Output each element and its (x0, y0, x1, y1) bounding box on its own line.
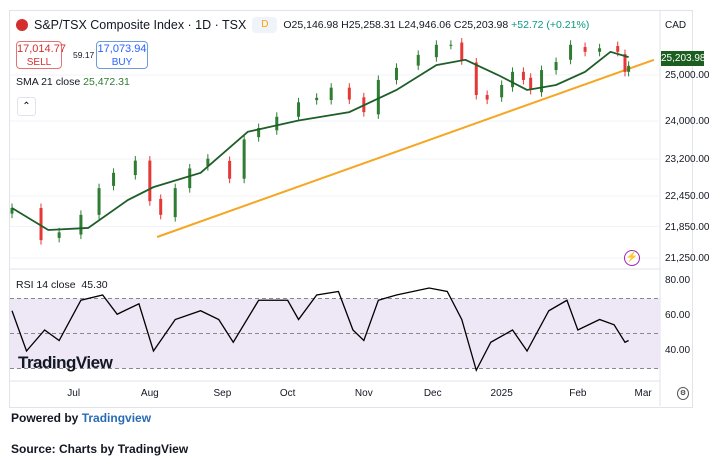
candle-body (569, 44, 573, 60)
sell-price: 17,014.77 (17, 43, 66, 55)
rsi-legend[interactable]: RSI 14 close 45.30 (16, 279, 108, 291)
candle-body (376, 79, 380, 115)
price-tick-label: 21,250.00 (665, 252, 710, 264)
candle-body (228, 160, 232, 179)
candle-body (511, 71, 515, 88)
interval-badge[interactable]: D (252, 17, 278, 33)
candle-body (79, 214, 83, 235)
sell-label: SELL (26, 57, 52, 68)
price-tick-label: 25,000.00 (665, 70, 710, 81)
currency-label[interactable]: CAD (665, 20, 687, 31)
low-value: L24,946.06 (398, 19, 451, 31)
sma-label: SMA 21 close (16, 76, 81, 88)
source-note: Source: Charts by TradingView (11, 442, 189, 456)
time-axis-label: Jul (67, 388, 81, 399)
sma-line (11, 50, 629, 231)
candle-body (275, 116, 279, 131)
rsi-label: RSI 14 close (16, 279, 76, 291)
candle-body (434, 44, 438, 58)
trendline (156, 58, 655, 238)
time-axis-label: Mar (634, 388, 652, 399)
rsi-value: 45.30 (81, 279, 108, 291)
price-tick-label: 23,200.00 (665, 154, 710, 166)
candle-body (57, 232, 61, 238)
time-axis-label: Sep (213, 388, 232, 399)
chart-frame (9, 10, 693, 408)
candle-body (394, 67, 398, 80)
tradingview-logo: TradingView (18, 353, 113, 372)
candle-body (598, 48, 602, 52)
rsi-tick-label: 60.00 (665, 310, 691, 321)
close-value: C25,203.98 (453, 19, 509, 31)
rsi-tick-label: 80.00 (665, 275, 691, 286)
buy-label: BUY (111, 57, 133, 68)
chart-header: S&P/TSX Composite Index · 1D · TSX D O25… (16, 17, 589, 33)
time-axis-label: Nov (354, 388, 373, 399)
time-axis-label: Feb (569, 388, 587, 399)
candle-body (474, 62, 478, 95)
candle-body (206, 158, 210, 167)
price-tick-label: 22,450.00 (665, 191, 710, 203)
sma-value: 25,472.31 (83, 76, 130, 88)
change-value: +52.72 (+0.21%) (511, 19, 590, 31)
candle-body (347, 87, 351, 100)
time-axis-label: 2025 (490, 388, 513, 399)
ohlc-readout: O25,146.98 H25,258.31 L24,946.06 C25,203… (283, 19, 589, 31)
candle-body (188, 168, 192, 189)
candle-body (97, 188, 101, 215)
candle-body (583, 47, 587, 52)
candle-body (540, 70, 544, 93)
high-value: H25,258.31 (341, 19, 396, 31)
lightning-icon[interactable]: ⚡ (624, 250, 640, 266)
time-axis-label: Oct (279, 388, 296, 399)
index-logo-icon (16, 19, 28, 31)
settings-icon[interactable]: ⚙ (677, 387, 689, 400)
candle-body (10, 207, 14, 214)
candle-body (623, 54, 627, 72)
time-axis-label: Dec (423, 388, 442, 399)
symbol-title[interactable]: S&P/TSX Composite Index · 1D · TSX (34, 18, 247, 32)
sma-legend[interactable]: SMA 21 close 25,472.31 (16, 76, 130, 88)
candle-body (529, 77, 533, 90)
tradingview-link[interactable]: Tradingview (81, 411, 152, 425)
candle-body (133, 160, 137, 176)
candle-body (159, 198, 163, 215)
last-price-tag: 25,203.98 (661, 51, 706, 66)
open-value: O25,146.98 (283, 19, 339, 31)
collapse-legend-button[interactable]: ⌃ (17, 97, 36, 116)
spread-value: 59.17 (73, 50, 95, 60)
price-tick-label: 21,850.00 (665, 221, 710, 233)
time-axis-label: Aug (140, 388, 159, 399)
candle-body (554, 62, 558, 71)
rsi-tick-label: 40.00 (665, 345, 691, 356)
candle-body (112, 172, 116, 186)
sell-button[interactable]: 17,014.77 SELL (16, 41, 66, 69)
powered-by: Powered by Tradingview (11, 411, 151, 425)
candle-body (329, 87, 333, 101)
rsi-line (11, 287, 629, 373)
candle-body (485, 94, 489, 100)
candle-body (449, 44, 453, 46)
candle-body (257, 128, 261, 138)
buy-price: 17,073.94 (97, 43, 147, 55)
candle-body (616, 46, 620, 52)
buy-button[interactable]: 17,073.94 BUY (96, 41, 148, 69)
candle-body (500, 84, 504, 98)
candle-body (416, 54, 420, 66)
candle-body (173, 188, 177, 218)
candle-body (521, 71, 525, 80)
price-tick-label: 24,000.00 (665, 115, 710, 127)
candle-body (315, 97, 319, 101)
powered-by-prefix: Powered by (11, 411, 79, 425)
candle-body (242, 139, 246, 179)
candle-body (148, 160, 152, 202)
candle-body (297, 102, 301, 117)
candle-body (627, 65, 631, 72)
candle-body (460, 42, 464, 61)
candle-body (39, 207, 43, 241)
